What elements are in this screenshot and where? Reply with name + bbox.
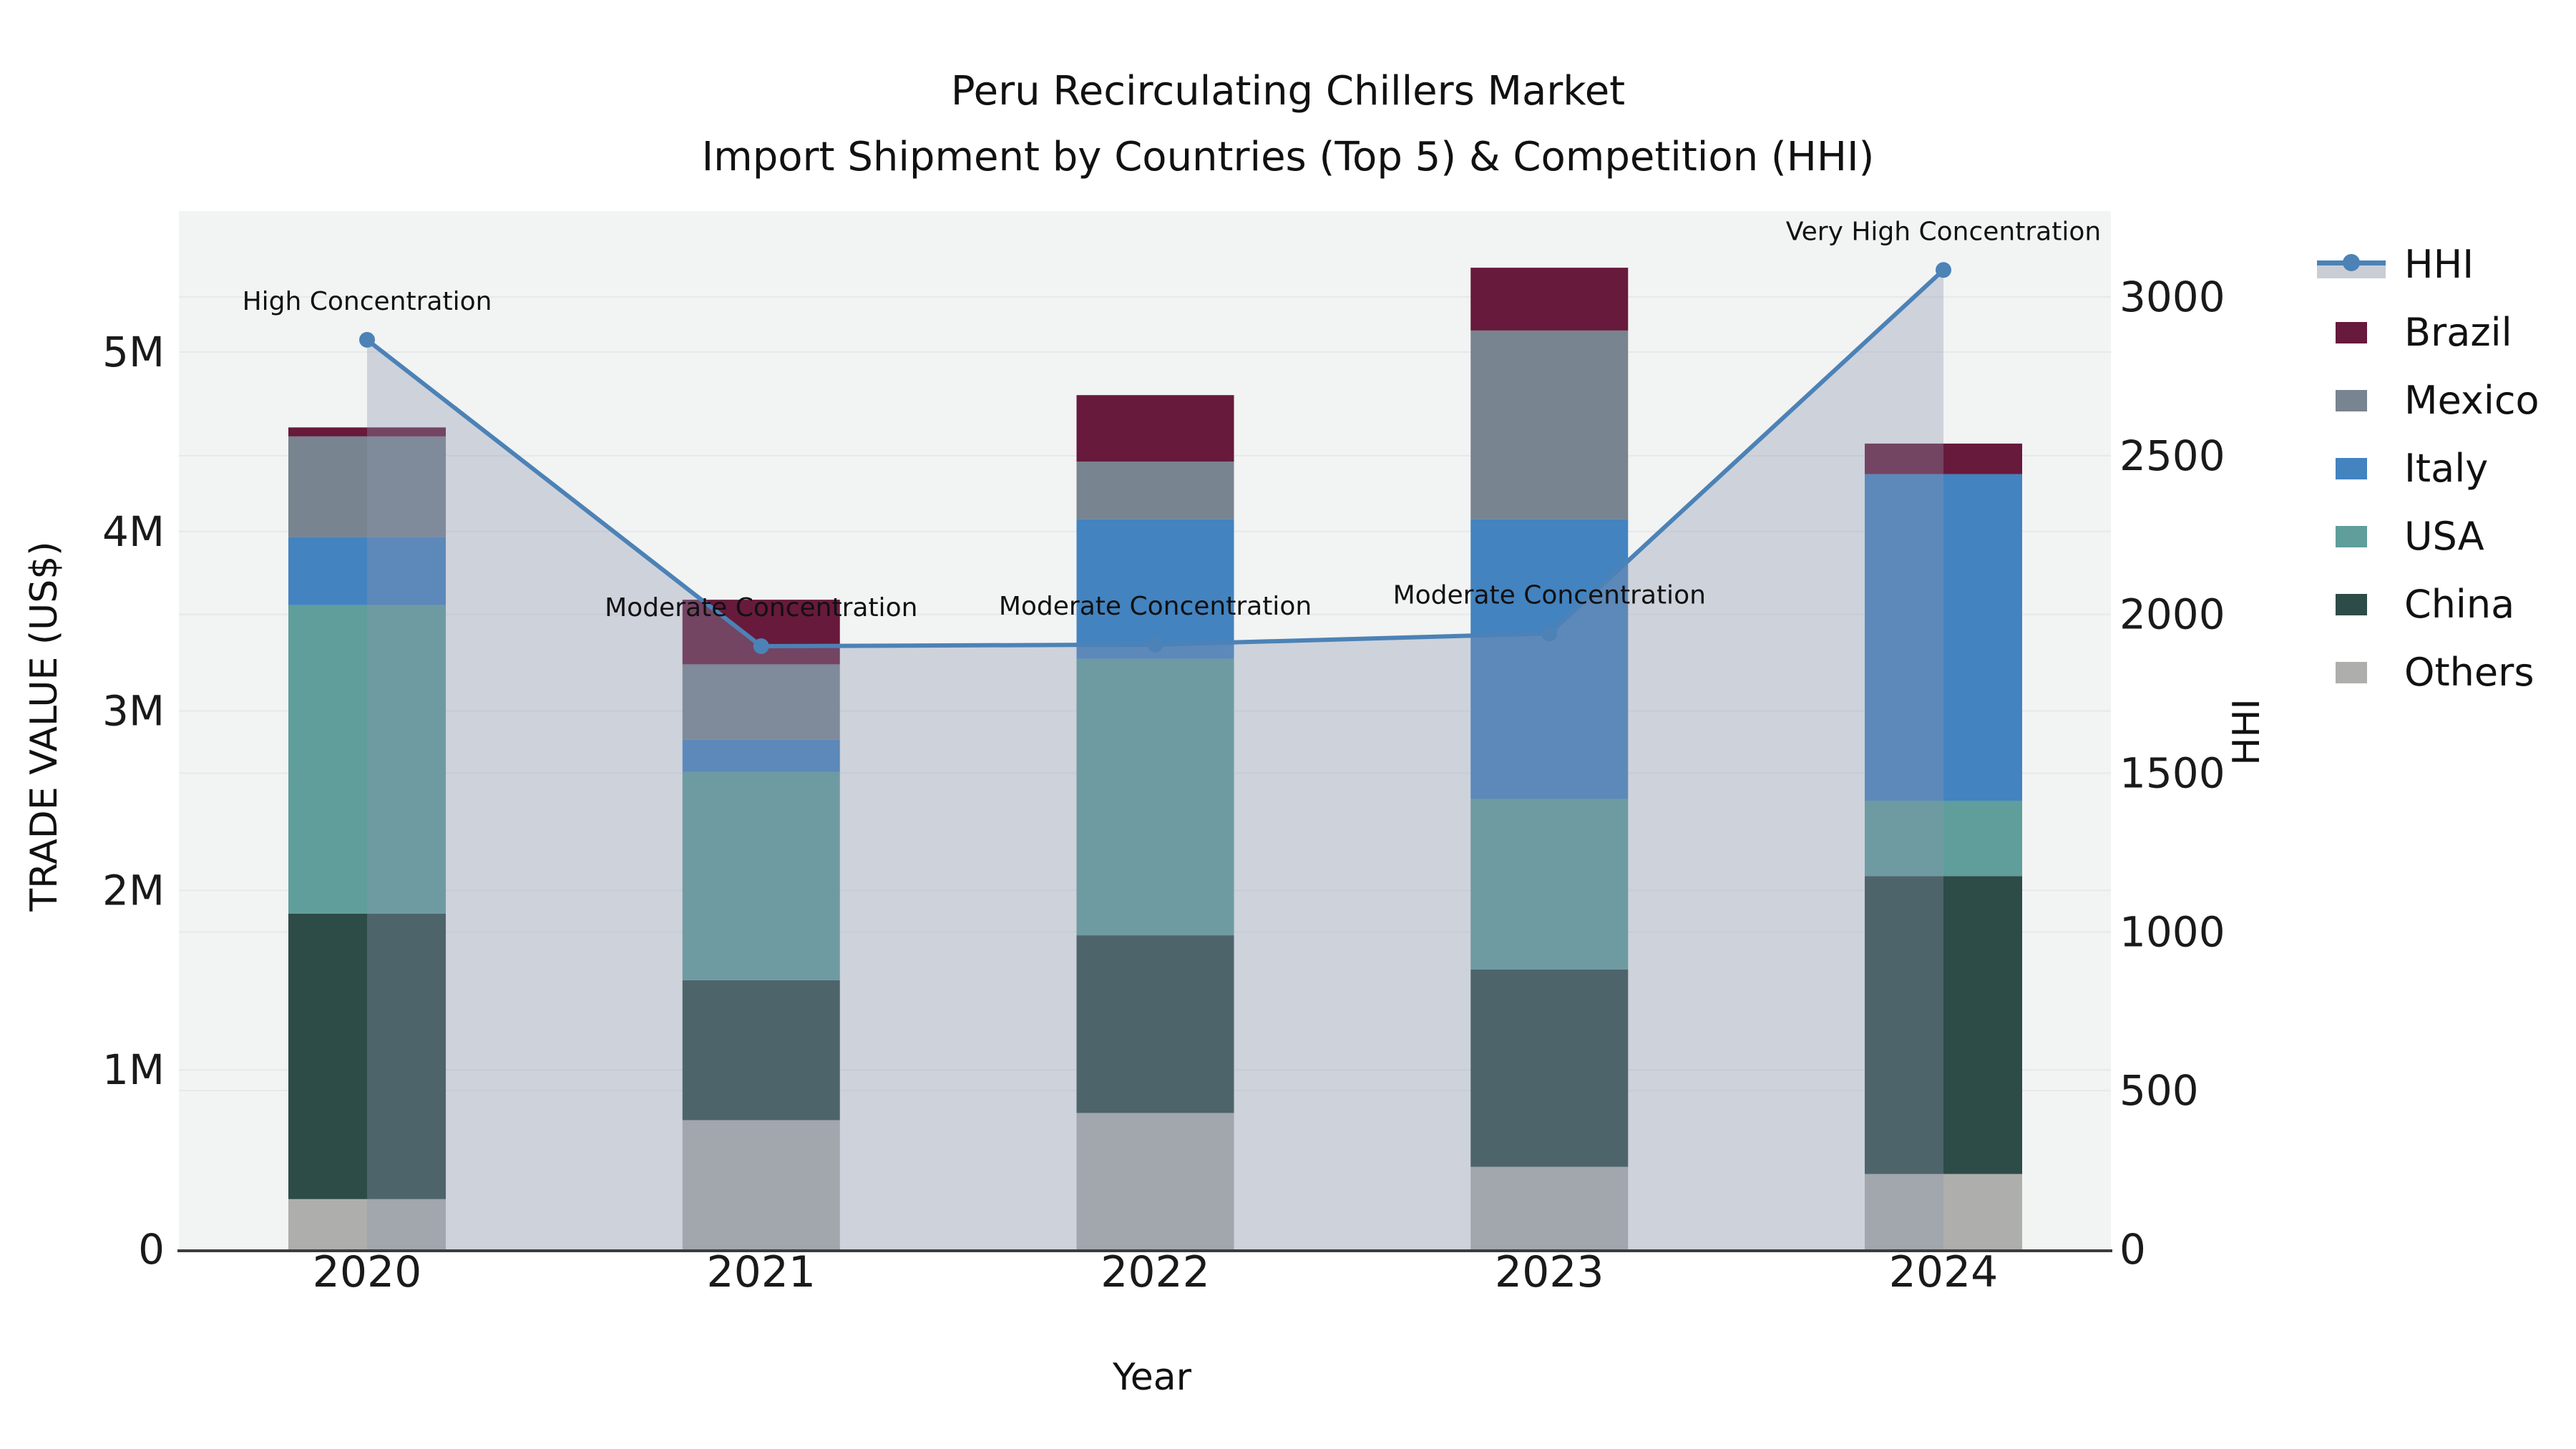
x-tick-2021: 2021: [706, 1247, 816, 1297]
bar-2024-china: [1865, 876, 2022, 1174]
hhi-marker-2022: [1147, 636, 1163, 653]
hhi-marker-2024: [1936, 262, 1951, 278]
legend-item-mexico[interactable]: Mexico: [2317, 366, 2540, 434]
bar-2020-usa: [288, 605, 446, 914]
y-left-tick-3M: 3M: [102, 687, 165, 736]
y-right-tick-1500: 1500: [2119, 749, 2225, 798]
y-left-tick-5M: 5M: [102, 328, 165, 376]
bar-2023-others: [1470, 1166, 1629, 1249]
bar-2020-italy: [288, 537, 446, 605]
annotation-2023: Moderate Concentration: [1393, 580, 1706, 610]
legend-swatch-icon: [2317, 311, 2386, 355]
annotation-2020: High Concentration: [243, 287, 492, 316]
x-tick-2022: 2022: [1101, 1247, 1210, 1297]
legend-label: Others: [2404, 650, 2534, 695]
legend-label: USA: [2404, 514, 2484, 559]
bar-2022-mexico: [1076, 461, 1234, 519]
y-right-tick-500: 500: [2119, 1066, 2199, 1115]
legend-item-italy[interactable]: Italy: [2317, 434, 2540, 502]
legend-label: Mexico: [2404, 378, 2540, 423]
bar-2021-mexico: [682, 664, 840, 740]
y-right-tick-3000: 3000: [2119, 273, 2225, 321]
annotation-2024: Very High Concentration: [1786, 217, 2101, 246]
bar-2022-china: [1076, 935, 1234, 1113]
bar-2024-others: [1865, 1174, 2022, 1249]
bar-2020-brazil: [288, 427, 446, 436]
legend-swatch-icon: [2317, 379, 2386, 423]
bar-2021-others: [682, 1120, 840, 1249]
bar-2022-brazil: [1076, 395, 1234, 462]
bar-2021-usa: [682, 771, 840, 980]
bar-2023-italy: [1470, 519, 1629, 799]
bar-2023-usa: [1470, 799, 1629, 970]
bar-2023-china: [1470, 969, 1629, 1167]
y-right-tick-2500: 2500: [2119, 431, 2225, 480]
legend-label: China: [2404, 582, 2515, 627]
hhi-line-icon: [2317, 243, 2386, 287]
legend-swatch-icon: [2317, 582, 2386, 627]
chart-title-line2: Import Shipment by Countries (Top 5) & C…: [701, 134, 1875, 180]
legend-swatch-icon: [2317, 514, 2386, 559]
y-left-tick-4M: 4M: [102, 507, 165, 556]
x-tick-2020: 2020: [313, 1247, 422, 1297]
legend-label: Italy: [2404, 446, 2489, 491]
x-tick-2024: 2024: [1889, 1247, 1999, 1297]
legend-label: HHI: [2404, 242, 2474, 287]
legend-item-usa[interactable]: USA: [2317, 502, 2540, 570]
bar-2024-brazil: [1865, 443, 2022, 474]
y-right-tick-0: 0: [2119, 1225, 2146, 1274]
y-left-tick-1M: 1M: [102, 1045, 165, 1094]
bar-2020-mexico: [288, 436, 446, 537]
legend-item-brazil[interactable]: Brazil: [2317, 298, 2540, 366]
hhi-marker-2021: [753, 638, 769, 655]
bar-2023-brazil: [1470, 268, 1629, 331]
legend-swatch-icon: [2317, 447, 2386, 491]
left-axis-title: TRADE VALUE (US$): [23, 541, 66, 912]
annotation-2022: Moderate Concentration: [999, 592, 1312, 621]
bar-2022-usa: [1076, 658, 1234, 936]
bar-2022-italy: [1076, 519, 1234, 659]
bar-2024-italy: [1865, 474, 2022, 801]
legend-swatch-icon: [2317, 650, 2386, 695]
chart-title-line1: Peru Recirculating Chillers Market: [950, 68, 1626, 114]
annotation-2021: Moderate Concentration: [605, 593, 917, 623]
hhi-marker-2023: [1541, 625, 1558, 642]
right-axis-title: HHI: [2225, 698, 2268, 766]
bar-2020-china: [288, 914, 446, 1199]
y-left-tick-0: 0: [138, 1225, 165, 1274]
legend-item-hhi[interactable]: HHI: [2317, 230, 2540, 298]
y-right-tick-1000: 1000: [2119, 907, 2225, 956]
y-left-tick-2M: 2M: [102, 866, 165, 914]
x-axis-title: Year: [1112, 1356, 1192, 1399]
bar-2021-italy: [682, 739, 840, 772]
bar-2020-others: [288, 1199, 446, 1249]
legend-item-china[interactable]: China: [2317, 570, 2540, 638]
legend-label: Brazil: [2404, 310, 2512, 355]
bar-2024-usa: [1865, 801, 2022, 877]
hhi-area-fill: [367, 270, 1943, 1249]
y-right-tick-2000: 2000: [2119, 590, 2225, 639]
legend-item-others[interactable]: Others: [2317, 638, 2540, 706]
bar-2023-mexico: [1470, 330, 1629, 519]
x-tick-2023: 2023: [1495, 1247, 1604, 1297]
hhi-marker-2020: [359, 331, 375, 348]
bar-2022-others: [1076, 1113, 1234, 1249]
chart-legend: HHI Brazil Mexico Italy USA China Others: [2317, 230, 2540, 706]
bar-2021-china: [682, 980, 840, 1121]
